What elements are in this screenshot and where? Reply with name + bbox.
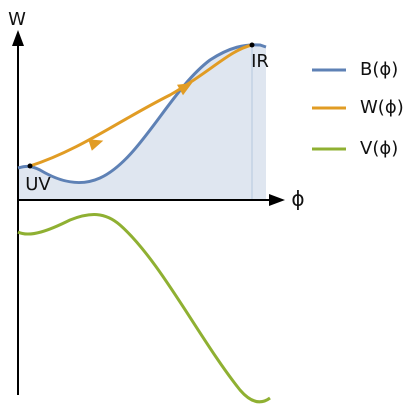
uv-label: UV — [25, 174, 51, 195]
b-curve — [17, 43, 267, 185]
y-axis-label: W — [8, 9, 26, 30]
ir-point — [249, 42, 255, 48]
x-axis-label: ϕ — [291, 187, 304, 211]
flow-arrow — [177, 83, 193, 96]
x-arrow — [269, 194, 285, 206]
b-area — [18, 44, 266, 200]
w-curve — [29, 43, 253, 168]
ir-label: IR — [251, 51, 269, 72]
uv-point — [27, 163, 33, 169]
v-curve — [17, 213, 271, 404]
legend-label: B(ϕ) — [360, 59, 398, 80]
y-arrow — [12, 30, 24, 46]
legend-label: V(ϕ) — [360, 138, 398, 159]
flow-arrow — [88, 139, 104, 151]
legend-label: W(ϕ) — [360, 97, 404, 118]
